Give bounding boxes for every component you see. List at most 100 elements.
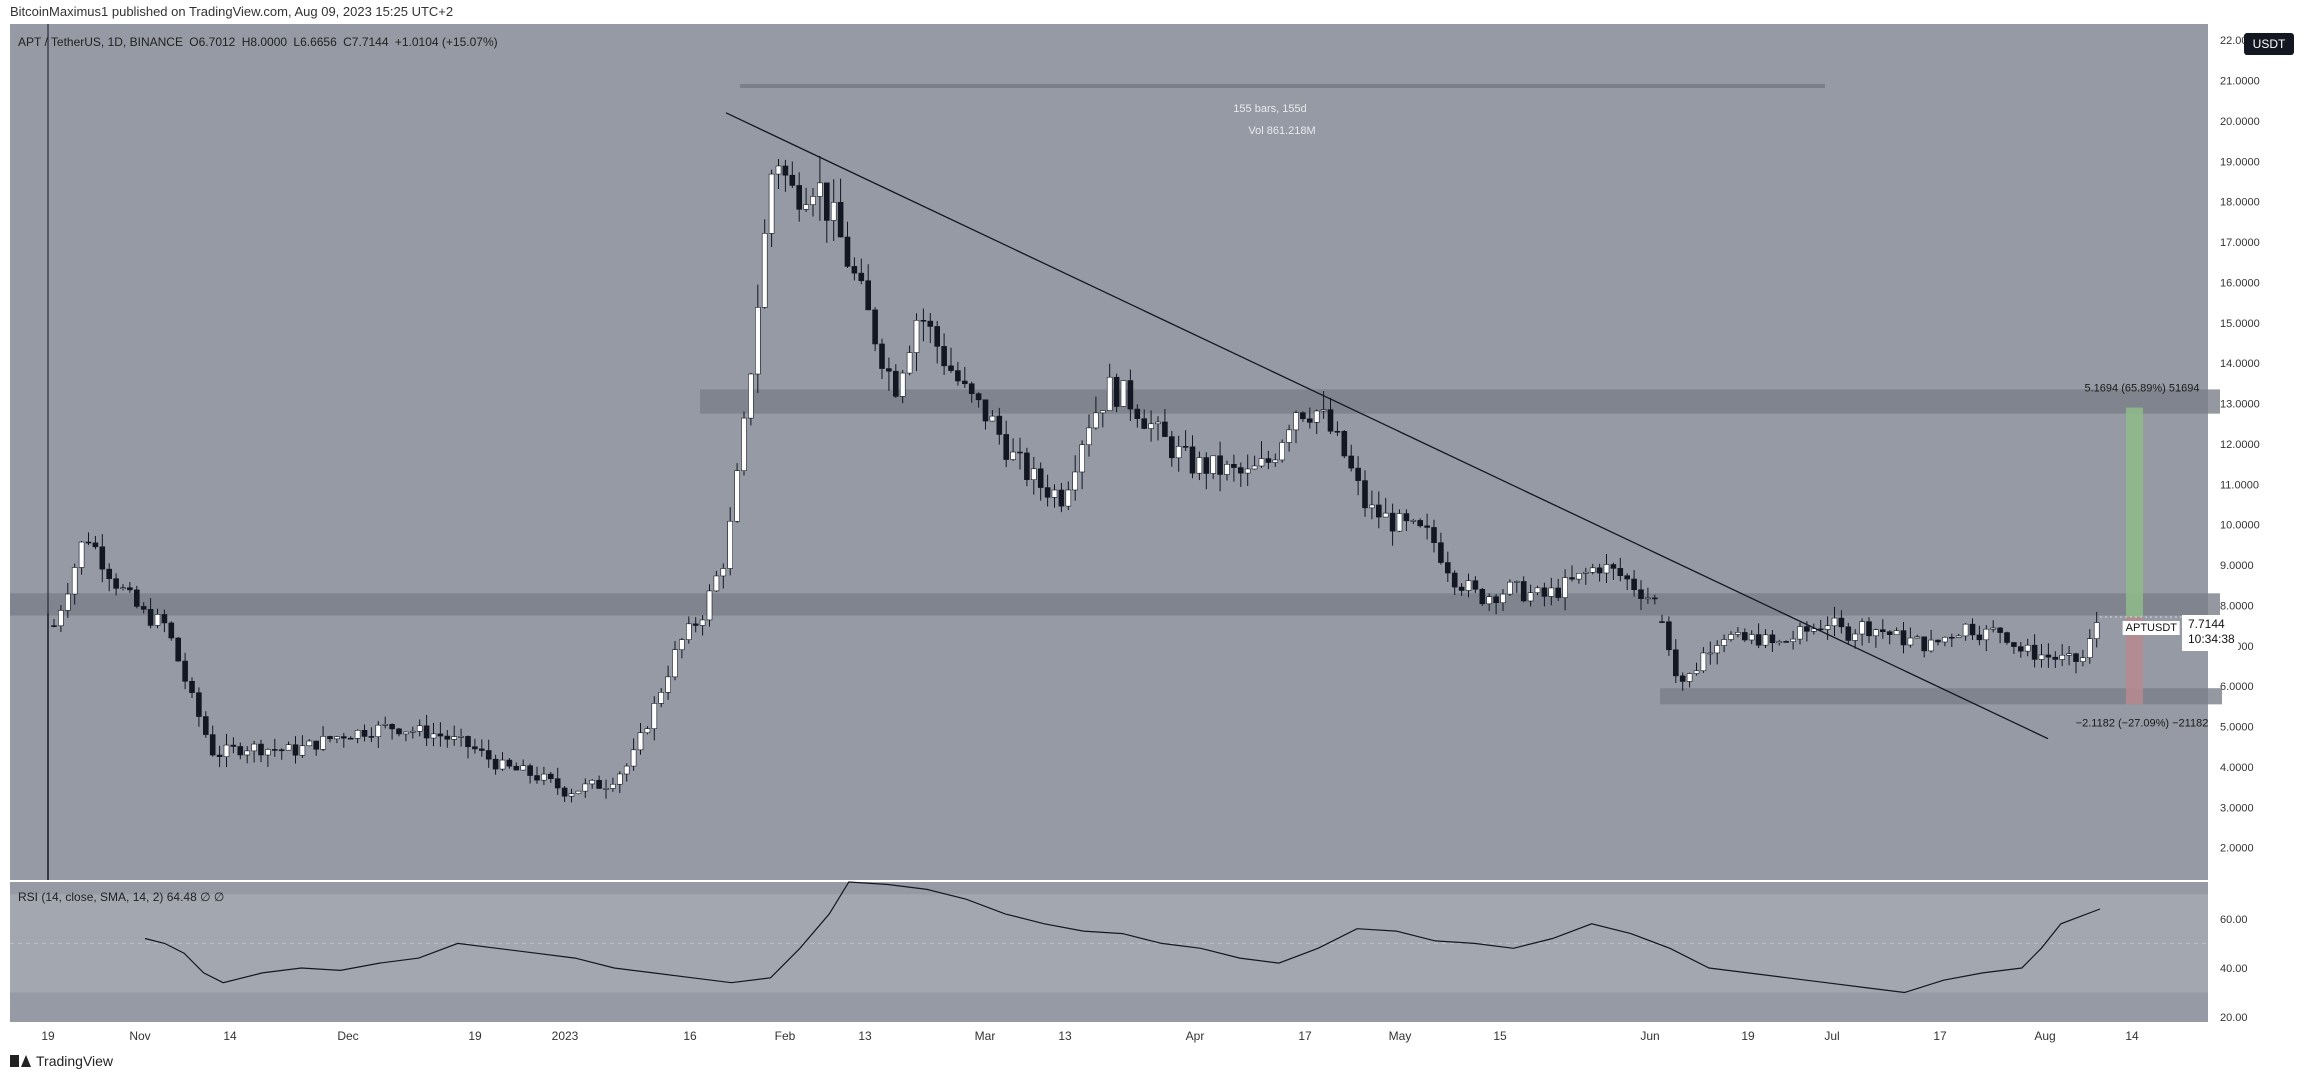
price-tick-label: 9.0000: [2220, 560, 2254, 572]
candle-body: [99, 546, 106, 570]
candle-body: [2073, 653, 2079, 662]
candle-body: [886, 368, 892, 372]
candle-body: [1700, 652, 1707, 672]
candle-body: [927, 320, 934, 327]
candle-body: [1527, 592, 1534, 602]
candle-body: [1893, 630, 1900, 635]
time-tick-label: Apr: [1186, 1029, 1205, 1043]
candle-body: [1210, 455, 1216, 474]
candle-body: [1707, 652, 1714, 655]
candle-body: [685, 623, 692, 640]
candle-body: [1189, 446, 1196, 474]
candle-body: [858, 272, 865, 282]
candle-body: [196, 692, 202, 717]
candle-body: [1272, 459, 1279, 463]
candle-body: [1389, 512, 1396, 532]
candle-body: [865, 280, 872, 311]
candle-body: [2011, 642, 2017, 647]
currency-badge[interactable]: USDT: [2244, 33, 2294, 55]
candle-body: [1859, 621, 1865, 635]
candle-body: [713, 575, 720, 592]
candle-body: [2024, 644, 2031, 652]
candle-body: [51, 625, 57, 627]
candle-body: [1583, 571, 1589, 574]
candle-body: [1286, 429, 1292, 443]
candle-body: [1148, 423, 1154, 429]
candle-body: [430, 733, 437, 739]
candle-body: [1735, 632, 1741, 635]
candle-body: [1500, 593, 1506, 604]
candle-body: [1382, 512, 1389, 518]
candle-body: [1769, 634, 1776, 644]
candle-body: [741, 417, 747, 472]
candle-body: [2066, 653, 2072, 656]
time-tick-label: 2023: [552, 1029, 579, 1043]
rsi-tick-label: 40.00: [2220, 963, 2248, 975]
candle-body: [2004, 632, 2010, 643]
rsi-label[interactable]: RSI (14, close, SMA, 14, 2): [18, 890, 164, 904]
candle-body: [1010, 451, 1016, 460]
candle-body: [1955, 635, 1962, 638]
candle-body: [409, 730, 416, 733]
candle-body: [2087, 638, 2093, 658]
candle-body: [1534, 587, 1541, 594]
candle-body: [1686, 673, 1693, 682]
candle-body: [140, 606, 147, 610]
tradingview-logo[interactable]: TradingView: [10, 1053, 113, 1069]
candle-body: [610, 783, 616, 789]
candle-body: [1093, 412, 1099, 429]
candle-body: [340, 736, 347, 739]
candle-body: [1355, 467, 1361, 481]
candle-body: [1548, 587, 1555, 597]
candle-body: [1072, 471, 1078, 491]
symbol-name[interactable]: APT / TetherUS, 1D, BINANCE: [18, 35, 183, 49]
candle-body: [499, 759, 506, 770]
projection-down-text: −2.1182 (−27.09%) −21182: [2076, 718, 2209, 730]
candle-body: [106, 568, 112, 579]
candle-body: [1265, 458, 1272, 463]
candle-body: [1134, 408, 1141, 419]
candle-body: [768, 173, 775, 234]
candle-body: [306, 740, 313, 747]
candle-body: [416, 725, 423, 732]
time-tick-label: 17: [1298, 1029, 1312, 1043]
candle-body: [534, 775, 540, 781]
candles-main: [51, 155, 1658, 803]
candle-body: [444, 735, 451, 740]
candle-body: [1976, 634, 1983, 641]
time-tick-label: 13: [858, 1029, 872, 1043]
candle-body: [1217, 455, 1223, 475]
time-tick-label: 14: [223, 1029, 237, 1043]
price-tick-label: 6.0000: [2220, 681, 2254, 693]
candle-body: [720, 568, 727, 577]
candle-body: [1603, 564, 1610, 574]
candle-body: [727, 520, 734, 569]
candle-body: [478, 748, 485, 751]
measure-vol-text: Vol 861.218M: [1248, 125, 1315, 137]
time-tick-label: 19: [1741, 1029, 1755, 1043]
price-tick-label: 3.0000: [2220, 802, 2254, 814]
time-tick-label: Dec: [337, 1029, 358, 1043]
symbol-info: APT / TetherUS, 1D, BINANCE O6.7012 H8.0…: [18, 35, 501, 49]
candle-body: [1969, 623, 1976, 636]
candle-body: [1141, 418, 1147, 429]
candle-body: [189, 680, 195, 693]
candle-body: [1300, 412, 1306, 420]
candle-body: [1362, 480, 1368, 509]
candle-body: [1949, 636, 1955, 639]
candle-body: [320, 736, 326, 750]
price-chart[interactable]: 22.000021.000020.000019.000018.000017.00…: [0, 22, 2315, 1045]
candle-body: [127, 587, 133, 591]
candle-body: [1086, 427, 1092, 446]
candle-body: [1990, 627, 1996, 630]
candle-body: [1962, 623, 1969, 637]
candle-body: [1624, 575, 1630, 580]
candle-body: [299, 745, 306, 756]
candle-body: [1472, 580, 1479, 590]
candle-body: [672, 649, 678, 678]
candle-body: [203, 716, 209, 735]
candle-body: [1880, 629, 1886, 633]
candle-body: [1313, 410, 1320, 423]
candle-body: [278, 749, 285, 752]
candle-body: [1576, 573, 1582, 580]
